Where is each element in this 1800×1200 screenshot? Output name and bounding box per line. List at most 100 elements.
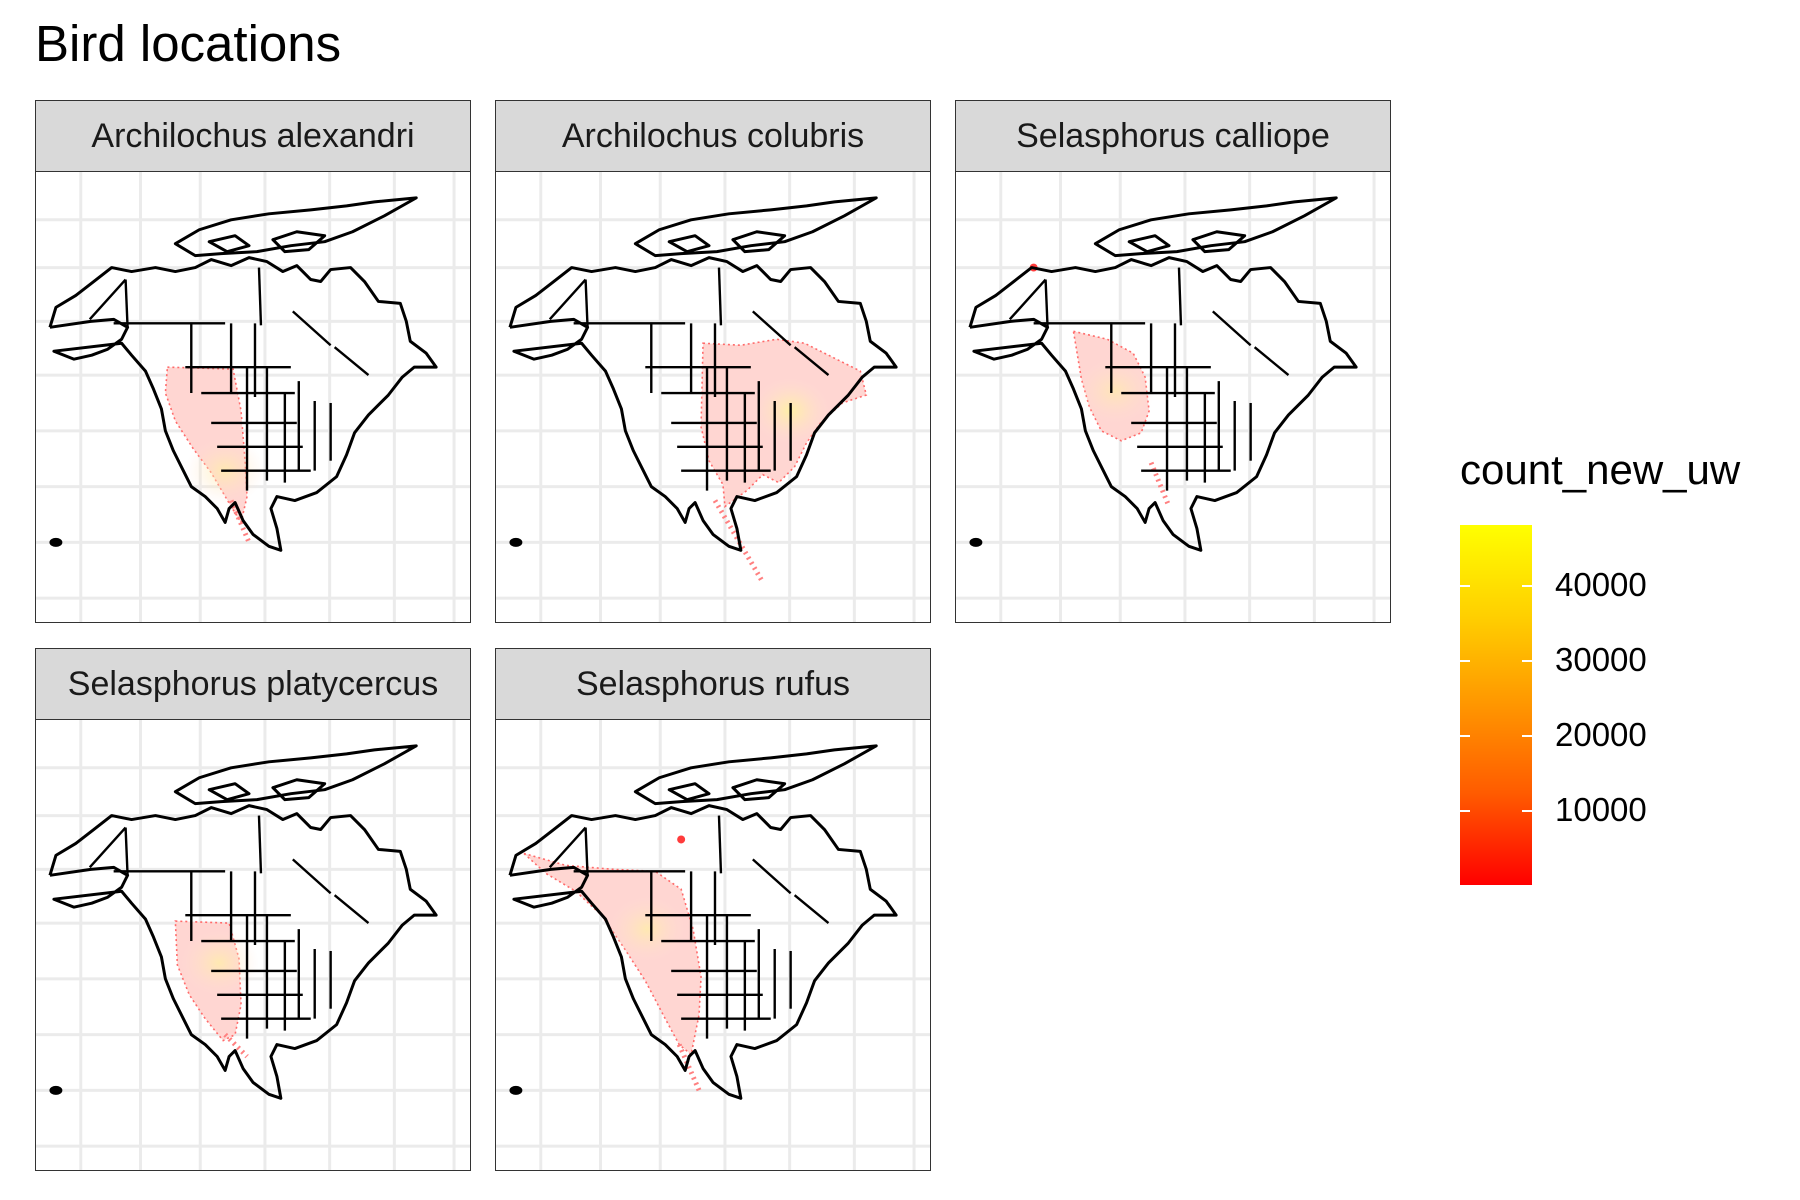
map-svg: [956, 172, 1390, 622]
border-line: [548, 826, 587, 869]
facet-strip-label: Selasphorus platycercus: [35, 648, 471, 720]
arctic-island: [207, 234, 251, 254]
border-line: [124, 279, 129, 328]
gridlines: [36, 172, 470, 622]
basemap: [508, 744, 898, 1100]
occurrence-region: [523, 852, 702, 1056]
legend-tick-label: 30000: [1555, 641, 1647, 678]
border-line: [584, 279, 589, 328]
map-svg: [36, 172, 470, 622]
hawaii-island: [49, 537, 63, 547]
basemap: [508, 196, 898, 552]
border-line: [793, 894, 830, 925]
legend-tick-label: 40000: [1555, 566, 1647, 603]
border-line: [257, 267, 263, 326]
basemap: [968, 196, 1358, 552]
legend-tick-mark: [1460, 810, 1470, 812]
map-panel: [35, 171, 471, 623]
border-line: [1008, 278, 1047, 321]
density-hotspot: [179, 929, 259, 997]
border-line: [717, 267, 723, 326]
arctic-island: [173, 196, 418, 258]
facet-strip-label: Archilochus alexandri: [35, 100, 471, 172]
coastline: [508, 804, 898, 1100]
gridlines: [956, 172, 1390, 622]
map-panel: [495, 719, 931, 1171]
border-line: [88, 278, 127, 321]
border-line: [292, 310, 332, 347]
hawaii-island: [509, 1085, 523, 1095]
arctic-island: [1127, 234, 1171, 254]
facet-archilochus-colubris: Archilochus colubris: [495, 100, 931, 624]
arctic-island: [173, 744, 418, 806]
color-legend: count_new_uw 10000 20000 30000 40000: [1450, 445, 1790, 905]
map-svg: [36, 720, 470, 1170]
facet-selasphorus-rufus: Selasphorus rufus: [495, 648, 931, 1172]
occurrence-trail: [676, 1043, 702, 1092]
occurrence-point: [677, 835, 686, 844]
legend-tick-mark: [1522, 660, 1532, 662]
arctic-island: [271, 230, 327, 254]
arctic-island: [1093, 196, 1338, 258]
border-line: [752, 310, 792, 347]
facet-selasphorus-calliope: Selasphorus calliope: [955, 100, 1391, 624]
arctic-island: [1191, 230, 1247, 254]
occurrence-trail: [712, 499, 765, 584]
legend-tick-mark: [1522, 735, 1532, 737]
map-panel: [955, 171, 1391, 623]
border-line: [717, 815, 723, 874]
legend-tick-mark: [1460, 660, 1470, 662]
arctic-island: [667, 782, 711, 802]
gridlines: [496, 172, 930, 622]
legend-tick-mark: [1522, 810, 1532, 812]
facet-archilochus-alexandri: Archilochus alexandri: [35, 100, 471, 624]
border-line: [257, 815, 263, 874]
arctic-island: [633, 744, 878, 806]
legend-tick-mark: [1460, 585, 1470, 587]
facet-strip-label: Selasphorus calliope: [955, 100, 1391, 172]
border-line: [333, 894, 370, 925]
coastline: [968, 256, 1358, 552]
gridlines: [36, 720, 470, 1170]
border-line: [793, 346, 830, 377]
border-line: [1044, 279, 1049, 328]
density-hotspot: [607, 895, 688, 963]
arctic-island: [633, 196, 878, 258]
map-panel: [495, 171, 931, 623]
occurrence-trail: [228, 499, 252, 544]
legend-tick-label: 20000: [1555, 716, 1647, 753]
density-hotspot: [1075, 357, 1156, 425]
border-line: [752, 858, 792, 895]
legend-colorbar: [1460, 525, 1532, 885]
hawaii-island: [509, 537, 523, 547]
gridlines: [496, 720, 930, 1170]
border-line: [1212, 310, 1252, 347]
arctic-island: [731, 778, 787, 802]
map-svg: [496, 720, 930, 1170]
border-line: [124, 827, 129, 876]
occurrence-trail: [223, 1032, 249, 1059]
border-line: [548, 278, 587, 321]
legend-tick-mark: [1460, 735, 1470, 737]
border-line: [1177, 267, 1183, 326]
border-line: [333, 346, 370, 377]
border-line: [1253, 346, 1290, 377]
hawaii-island: [49, 1085, 63, 1095]
basemap: [48, 744, 438, 1100]
arctic-island: [207, 782, 251, 802]
arctic-island: [731, 230, 787, 254]
map-panel: [35, 719, 471, 1171]
border-line: [88, 826, 127, 869]
border-line: [292, 858, 332, 895]
border-line: [584, 827, 589, 876]
facet-selasphorus-platycercus: Selasphorus platycercus: [35, 648, 471, 1172]
legend-tick-mark: [1522, 585, 1532, 587]
legend-title: count_new_uw: [1460, 446, 1741, 493]
hawaii-island: [969, 537, 983, 547]
chart-title: Bird locations: [35, 15, 342, 72]
legend-tick-label: 10000: [1555, 791, 1647, 828]
coastline: [48, 804, 438, 1100]
basemap: [48, 196, 438, 552]
arctic-island: [271, 778, 327, 802]
coastline: [508, 256, 898, 552]
